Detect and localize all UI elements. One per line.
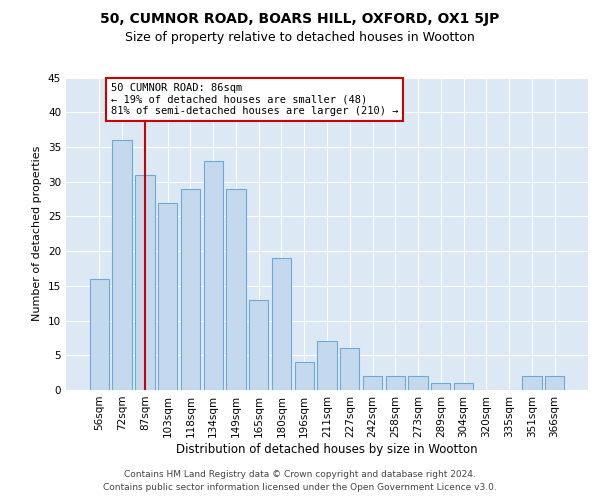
Text: Size of property relative to detached houses in Wootton: Size of property relative to detached ho… xyxy=(125,31,475,44)
Bar xyxy=(226,188,245,390)
Bar xyxy=(454,383,473,390)
Bar xyxy=(431,383,451,390)
Bar xyxy=(272,258,291,390)
Bar xyxy=(181,188,200,390)
Text: 50, CUMNOR ROAD, BOARS HILL, OXFORD, OX1 5JP: 50, CUMNOR ROAD, BOARS HILL, OXFORD, OX1… xyxy=(100,12,500,26)
Bar xyxy=(112,140,132,390)
Y-axis label: Number of detached properties: Number of detached properties xyxy=(32,146,43,322)
Bar xyxy=(317,342,337,390)
Text: 50 CUMNOR ROAD: 86sqm
← 19% of detached houses are smaller (48)
81% of semi-deta: 50 CUMNOR ROAD: 86sqm ← 19% of detached … xyxy=(111,83,398,116)
Bar xyxy=(363,376,382,390)
Text: Contains HM Land Registry data © Crown copyright and database right 2024.: Contains HM Land Registry data © Crown c… xyxy=(124,470,476,479)
Bar xyxy=(545,376,564,390)
Bar xyxy=(409,376,428,390)
Bar xyxy=(340,348,359,390)
Bar xyxy=(203,161,223,390)
Bar xyxy=(249,300,268,390)
Bar xyxy=(158,202,178,390)
Bar xyxy=(90,279,109,390)
Bar xyxy=(135,174,155,390)
Text: Contains public sector information licensed under the Open Government Licence v3: Contains public sector information licen… xyxy=(103,483,497,492)
X-axis label: Distribution of detached houses by size in Wootton: Distribution of detached houses by size … xyxy=(176,442,478,456)
Bar xyxy=(386,376,405,390)
Bar xyxy=(295,362,314,390)
Bar xyxy=(522,376,542,390)
